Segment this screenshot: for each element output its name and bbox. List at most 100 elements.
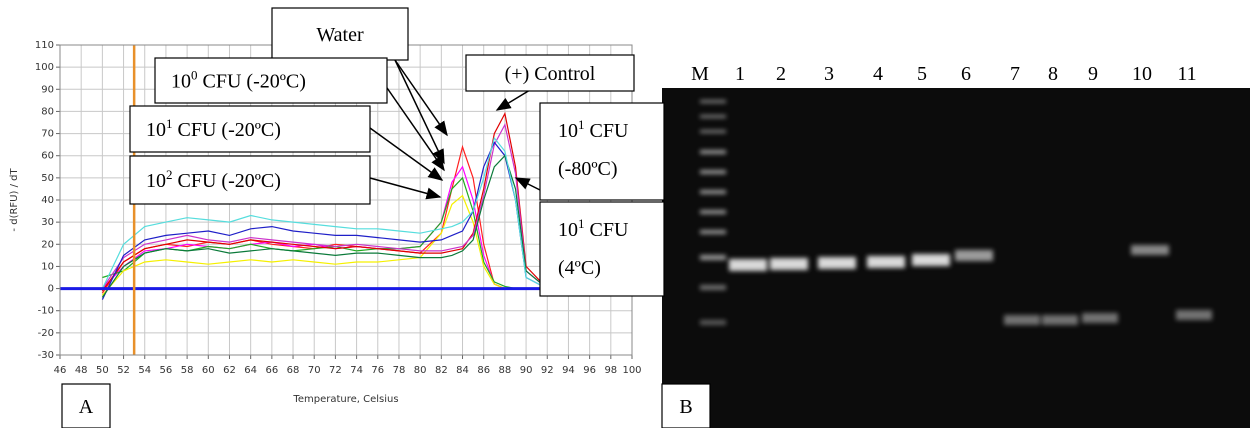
lane-label: 11 — [1177, 63, 1196, 85]
melt-curve — [101, 136, 548, 290]
y-tick-label: 110 — [35, 40, 54, 51]
x-tick-label: 82 — [435, 365, 448, 376]
x-tick-label: 76 — [371, 365, 384, 376]
x-tick-label: 58 — [181, 365, 194, 376]
annotation: (+) Control — [505, 63, 596, 85]
x-tick-label: 80 — [414, 365, 427, 376]
lane-label: 9 — [1088, 63, 1098, 85]
x-tick-label: 48 — [75, 365, 88, 376]
lane-label: 3 — [824, 63, 834, 85]
y-tick-label: 100 — [35, 62, 54, 73]
annotation: 101 CFU — [558, 216, 629, 241]
annotation: 100 CFU (-20ºC) — [171, 68, 306, 93]
annotation-box — [465, 54, 635, 92]
x-tick-label: 54 — [138, 365, 151, 376]
y-tick-label: 90 — [41, 84, 54, 95]
x-tick-label: 64 — [244, 365, 257, 376]
annotation-box — [271, 7, 409, 61]
x-tick-label: 72 — [329, 365, 342, 376]
x-tick-label: 56 — [160, 365, 173, 376]
annotation-rest: CFU (-20ºC) — [173, 170, 281, 192]
annotation-box — [129, 105, 371, 153]
x-tick-label: 92 — [541, 365, 554, 376]
annotation-text: Water — [316, 24, 364, 46]
annotation: 101 CFU — [558, 117, 629, 142]
annotation-box — [129, 155, 371, 205]
x-tick-label: 66 — [265, 365, 278, 376]
annotation-base: 10 — [146, 119, 166, 141]
panel-label: A — [79, 396, 94, 418]
y-tick-label: 80 — [41, 106, 54, 117]
gel-image — [662, 88, 1250, 428]
annotation-box — [154, 57, 388, 104]
x-tick-label: 100 — [622, 365, 641, 376]
y-tick-label: -10 — [38, 306, 54, 317]
annotation: 101 CFU (-20ºC) — [146, 116, 281, 141]
y-tick-label: 0 — [48, 284, 54, 295]
x-tick-label: 70 — [308, 365, 321, 376]
gel-lane-labels: M 1 2 3 4 5 6 7 8 9 10 11 — [691, 63, 1197, 85]
x-tick-label: 60 — [202, 365, 215, 376]
x-tick-label: 68 — [287, 365, 300, 376]
annotation-exp: 1 — [166, 116, 173, 131]
annotation-box — [539, 201, 665, 297]
y-tick-label: 10 — [41, 261, 54, 272]
y-axis-label: - d(RFU) / dT — [9, 168, 20, 232]
annotation-base: 10 — [558, 219, 578, 241]
annotation-exp: 1 — [578, 216, 585, 231]
annotation-base: 10 — [146, 170, 166, 192]
annotation-rest: CFU — [585, 219, 629, 241]
annotation: 102 CFU (-20ºC) — [146, 167, 281, 192]
panel-label-box — [61, 383, 111, 428]
x-tick-label: 88 — [499, 365, 512, 376]
annotation-exp: 0 — [191, 68, 198, 83]
annotation-exp: 1 — [578, 117, 585, 132]
lane-label: 1 — [735, 63, 745, 85]
y-tick-label: 20 — [41, 239, 54, 250]
annotation-base: 10 — [171, 71, 191, 93]
lane-label: 6 — [961, 63, 971, 85]
annotation-text: (+) Control — [505, 63, 596, 85]
x-tick-label: 94 — [562, 365, 575, 376]
y-tick-label: 70 — [41, 129, 54, 140]
lane-label: 7 — [1010, 63, 1020, 85]
x-tick-label: 84 — [456, 365, 469, 376]
lane-label: 5 — [917, 63, 927, 85]
annotation-line2: (-80ºC) — [558, 158, 618, 180]
lane-label: M — [691, 63, 709, 85]
lane-label: 2 — [776, 63, 786, 85]
melt-curve — [101, 154, 548, 298]
x-tick-label: 62 — [223, 365, 236, 376]
x-tick-label: 52 — [117, 365, 130, 376]
y-tick-label: -30 — [38, 350, 54, 361]
lane-label: 8 — [1048, 63, 1058, 85]
y-tick-label: 30 — [41, 217, 54, 228]
lane-label: 4 — [873, 63, 883, 85]
annotation-base: 10 — [558, 120, 578, 142]
annotation-box — [539, 102, 665, 201]
annotation-arrows — [369, 59, 541, 200]
panel-label: B — [679, 396, 692, 418]
annotation: Water — [316, 24, 364, 46]
annotation-exp: 2 — [166, 167, 173, 182]
x-tick-label: 96 — [583, 365, 596, 376]
melt-curve — [101, 122, 548, 290]
x-tick-label: 46 — [54, 365, 67, 376]
x-tick-label: 50 — [96, 365, 109, 376]
x-tick-label: 78 — [393, 365, 406, 376]
y-tick-label: 60 — [41, 151, 54, 162]
x-axis-label: Temperature, Celsius — [292, 394, 398, 405]
x-tick-label: 74 — [350, 365, 363, 376]
x-tick-label: 90 — [520, 365, 533, 376]
y-tick-label: 50 — [41, 173, 54, 184]
annotation-line2: (4ºC) — [558, 257, 601, 279]
panel-label-box — [661, 383, 711, 428]
annotation-rest: CFU — [585, 120, 629, 142]
annotation-rest: CFU (-20ºC) — [173, 119, 281, 141]
x-tick-label: 98 — [604, 365, 617, 376]
lane-label: 10 — [1132, 63, 1152, 85]
y-tick-label: 40 — [41, 195, 54, 206]
melt-curve — [101, 194, 548, 296]
